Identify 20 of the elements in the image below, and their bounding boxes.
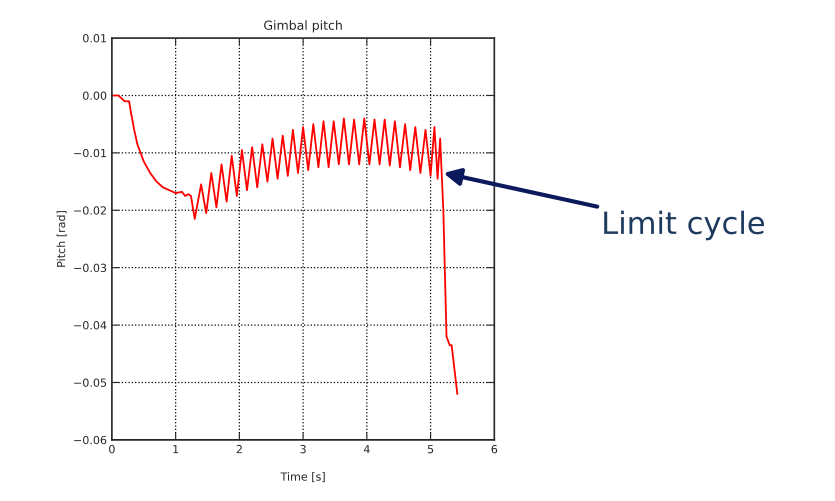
y-tick-label: −0.01 (74, 148, 106, 158)
x-axis-title: Time [s] (280, 472, 325, 482)
x-tick-label: 5 (428, 445, 434, 454)
x-tick-label: 6 (492, 444, 498, 454)
line-series (112, 94, 458, 395)
x-tick-label: 4 (364, 445, 370, 454)
y-tick-label: −0.06 (74, 436, 106, 444)
y-tick-label: −0.05 (74, 378, 106, 387)
y-tick-label: 0.01 (83, 34, 106, 42)
y-tick-label: 0.00 (83, 91, 106, 100)
x-tick-label: 1 (173, 445, 178, 454)
y-axis-title: Pitch [rad] (56, 211, 67, 267)
x-tick-label: 3 (300, 444, 306, 454)
y-tick-label: −0.02 (74, 206, 106, 215)
y-tick-label: −0.03 (74, 264, 106, 272)
annotation: Limit cycle (604, 210, 764, 240)
x-tick-label: 2 (236, 444, 242, 454)
chart-title: Gimbal pitch (264, 20, 342, 32)
x-tick-label: 0 (109, 444, 115, 454)
y-tick-label: −0.04 (74, 321, 106, 330)
